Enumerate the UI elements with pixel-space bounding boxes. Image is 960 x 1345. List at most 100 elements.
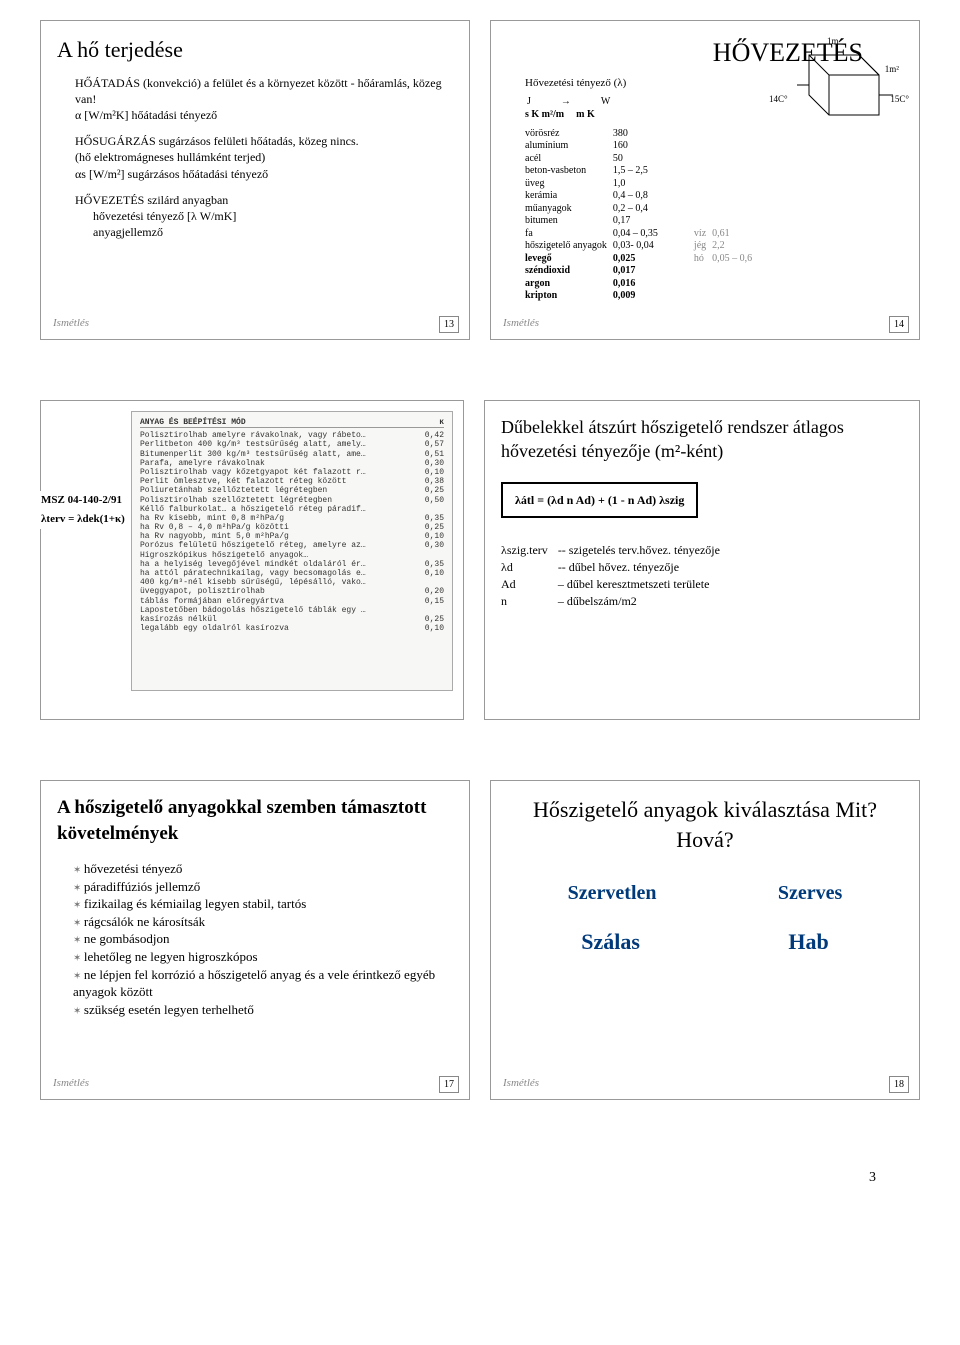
list-item: páradiffúziós jellemző	[73, 878, 453, 896]
s18-h1: Szervetlen	[568, 880, 657, 907]
table-row: Porózus felületű hőszigetelő réteg, amel…	[140, 541, 444, 550]
s13-line1: HŐÁTADÁS (konvekció) a felület és a körn…	[75, 75, 453, 107]
s13-footer: Ismétlés	[53, 316, 89, 331]
s16-title: Dűbelekkel átszúrt hőszigetelő rendszer …	[501, 415, 903, 464]
table-row: Polisztirolhab szellőztetett légrétegben…	[140, 496, 444, 505]
list-item: hővezetési tényező	[73, 860, 453, 878]
table-row: Poliuretánhab szellőztetett légrétegben0…	[140, 486, 444, 495]
table-row: legalább egy oldalról kasírozva0,10	[140, 624, 444, 633]
slide-18: Hőszigetelő anyagok kiválasztása Mit? Ho…	[490, 780, 920, 1100]
table-row: üveggyapot, polisztirolhab0,20	[140, 587, 444, 596]
materials-table: vörösréz380alumínium160acél50beton-vasbe…	[525, 128, 664, 303]
table-row: Higroszkópikus hőszigetelő anyagok…	[140, 551, 444, 560]
table-row: műanyagok0,2 – 0,4	[525, 203, 664, 216]
s14-unit-r: m K	[576, 108, 595, 122]
list-item: rágcsálók ne károsítsák	[73, 913, 453, 931]
table-row: ha Rv kisebb, mint 0,8 m²hPa/g0,35	[140, 514, 444, 523]
s18-h2: Szerves	[778, 880, 842, 907]
table-row: Polisztirolhab vagy kőzetgyapot két fala…	[140, 468, 444, 477]
table-row: n– dűbelszám/m2	[501, 593, 730, 610]
s18-footer: Ismétlés	[503, 1076, 539, 1091]
s17-list: hővezetési tényezőpáradiffúziós jellemző…	[73, 860, 453, 1018]
scan-table: ANYAG ÉS BEÉPÍTÉSI MÓD κ Polisztirolhab …	[131, 411, 453, 691]
table-row: beton-vasbeton1,5 – 2,5	[525, 165, 664, 178]
table-row: alumínium160	[525, 140, 664, 153]
table-row: Kéllő falburkolat… a hőszigetelő réteg p…	[140, 505, 444, 514]
slide-17: A hőszigetelő anyagokkal szemben támaszt…	[40, 780, 470, 1100]
table-row: 400 kg/m³-nél kisebb sűrűségű, lépésálló…	[140, 578, 444, 587]
table-row: táblás formájában előregyártva0,15	[140, 597, 444, 606]
slide-13-title: A hő terjedése	[57, 35, 453, 65]
table-row: hőszigetelő anyagok0,03- 0,04	[525, 240, 664, 253]
table-row: kasírozás nélkül0,25	[140, 615, 444, 624]
slide-14: HŐVEZETÉS 1m 1m² 14C° 15C° Hőveze	[490, 20, 920, 340]
table-row: vörösréz380	[525, 128, 664, 141]
s14-footer: Ismétlés	[503, 316, 539, 331]
list-item: szükség esetén legyen terhelhető	[73, 1001, 453, 1019]
s18-page: 18	[889, 1076, 909, 1094]
cube-t2: 15C°	[890, 93, 909, 105]
s14-unit-rt: W	[601, 95, 610, 109]
list-item: ne lépjen fel korrózió a hőszigetelő any…	[73, 966, 453, 1001]
s18-r1: Szálas	[581, 927, 640, 957]
s17-footer: Ismétlés	[53, 1076, 89, 1091]
s15-msz: MSZ 04-140-2/91	[41, 493, 125, 508]
slide-16: Dűbelekkel átszúrt hőszigetelő rendszer …	[484, 400, 920, 720]
table-row: λszig.terv-- szigetelés terv.hővez. tény…	[501, 542, 730, 559]
table-row: ha a helyiség levegőjével mindkét oldalá…	[140, 560, 444, 569]
cube-t1: 14C°	[769, 93, 788, 105]
s16-legend: λszig.terv-- szigetelés terv.hővez. tény…	[501, 542, 730, 610]
s13-line3: HŐSUGÁRZÁS sugárzásos felületi hőátadás,…	[75, 133, 453, 149]
cube-diagram: 1m 1m² 14C° 15C°	[769, 35, 909, 135]
table-row: Perlitbeton 400 kg/m³ testsűrűség alatt,…	[140, 440, 444, 449]
table-row: Bitumenperlit 300 kg/m³ testsűrűség alat…	[140, 450, 444, 459]
s13-line8: anyagjellemző	[93, 224, 453, 240]
s13-line6: HŐVEZETÉS szilárd anyagban	[75, 192, 453, 208]
table-row: Parafa, amelyre rávakolnak0,30	[140, 459, 444, 468]
table-row: fa0,04 – 0,35	[525, 228, 664, 241]
s14-unit-lt: J	[527, 95, 531, 109]
cube-m1: 1m	[827, 35, 839, 47]
list-item: ne gombásodjon	[73, 930, 453, 948]
s14-unit-l: s K m²/m	[525, 108, 564, 122]
s15-formula: λterv = λdek(1+κ)	[41, 512, 125, 527]
s13-line7: hővezetési tényező [λ W/mK]	[93, 208, 453, 224]
scan-kappa: κ	[439, 418, 444, 427]
s18-title: Hőszigetelő anyagok kiválasztása Mit? Ho…	[507, 795, 903, 854]
list-item: fizikailag és kémiailag legyen stabil, t…	[73, 895, 453, 913]
s16-formula: λátl = (λd n Ad) + (1 - n Ad) λszig	[501, 482, 698, 518]
table-row: ha attól páratechnikailag, vagy becsomag…	[140, 569, 444, 578]
table-row: hó0,05 – 0,6	[694, 253, 758, 266]
s13-line2: α [W/m²K] hőátadási tényező	[75, 107, 453, 123]
s18-r2: Hab	[788, 927, 828, 957]
s13-line4: (hő elektromágneses hullámként terjed)	[75, 149, 453, 165]
table-row: λd-- dűbel hővez. tényezője	[501, 559, 730, 576]
page-footer-number: 3	[40, 1160, 920, 1186]
scan-title: ANYAG ÉS BEÉPÍTÉSI MÓD	[140, 418, 246, 427]
s13-page: 13	[439, 316, 459, 334]
table-row: jég2,2	[694, 240, 758, 253]
table-row: Ad– dűbel keresztmetszeti területe	[501, 576, 730, 593]
table-row: víz0,61	[694, 228, 758, 241]
table-row: kerámia0,4 – 0,8	[525, 190, 664, 203]
slide-13: A hő terjedése HŐÁTADÁS (konvekció) a fe…	[40, 20, 470, 340]
table-row: Perlit ömlesztve, két falazott réteg köz…	[140, 477, 444, 486]
list-item: lehetőleg ne legyen higroszkópos	[73, 948, 453, 966]
table-row: argon0,016	[525, 278, 664, 291]
table-row: levegő0,025	[525, 253, 664, 266]
slide-15: MSZ 04-140-2/91 λterv = λdek(1+κ) ANYAG …	[40, 400, 464, 720]
cube-m2: 1m²	[885, 63, 899, 75]
s17-title: A hőszigetelő anyagokkal szemben támaszt…	[57, 795, 453, 846]
table-row: acél50	[525, 153, 664, 166]
s14-page: 14	[889, 316, 909, 334]
s13-line5: αs [W/m²] sugárzásos hőátadási tényező	[75, 166, 453, 182]
table-row: Polisztirolhab amelyre rávakolnak, vagy …	[140, 431, 444, 440]
table-row: bitumen0,17	[525, 215, 664, 228]
s17-page: 17	[439, 1076, 459, 1094]
right-small-table: víz0,61jég2,2hó0,05 – 0,6	[694, 228, 758, 266]
table-row: ha Rv 0,8 – 4,0 m²hPa/g közötti0,25	[140, 523, 444, 532]
table-row: Lapostetőben bádogolás hőszigetelő táblá…	[140, 606, 444, 615]
table-row: kripton0,009	[525, 290, 664, 303]
table-row: üveg1,0	[525, 178, 664, 191]
table-row: ha Rv nagyobb, mint 5,0 m²hPa/g0,10	[140, 532, 444, 541]
